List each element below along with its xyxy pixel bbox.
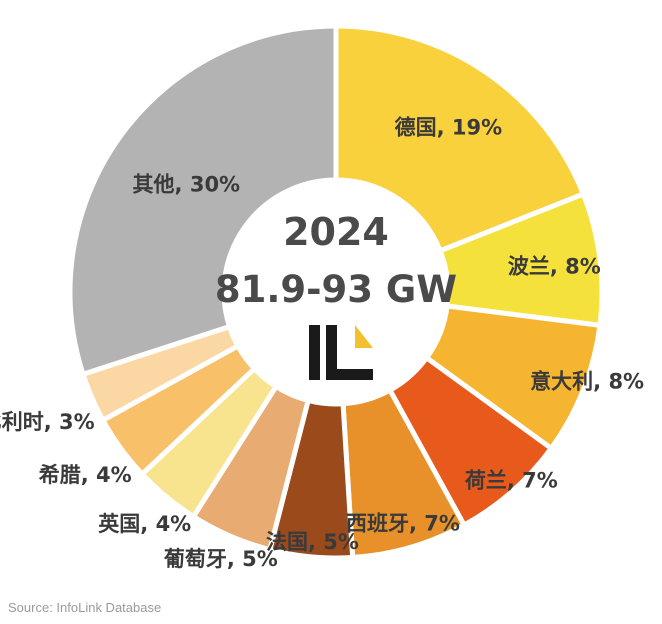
infolink-logo-icon <box>309 325 373 380</box>
slice-label-8: 希腊, 4% <box>39 463 132 487</box>
slice-label-1: 波兰, 8% <box>508 255 601 279</box>
slice-label-10: 其他, 30% <box>133 172 241 196</box>
slice-label-2: 意大利, 8% <box>530 369 644 393</box>
slice-label-3: 荷兰, 7% <box>465 469 558 493</box>
slice-label-5: 法国, 5% <box>266 530 359 554</box>
center-range: 81.9-93 GW <box>215 268 457 311</box>
donut-hole <box>224 180 448 404</box>
slice-label-6: 葡萄牙, 5% <box>163 547 278 571</box>
slice-label-7: 英国, 4% <box>98 512 191 536</box>
slice-label-4: 西班牙, 7% <box>346 511 460 535</box>
source-note: Source: InfoLink Database <box>8 600 162 615</box>
slice-label-9: 比利时, 3% <box>0 410 95 434</box>
slice-label-0: 德国, 19% <box>395 116 503 140</box>
donut-chart: 德国, 19% 波兰, 8% 意大利, 8% 荷兰, 7%西班牙, 7%法国, 5%葡… <box>0 26 645 572</box>
center-year: 2024 <box>283 210 389 254</box>
